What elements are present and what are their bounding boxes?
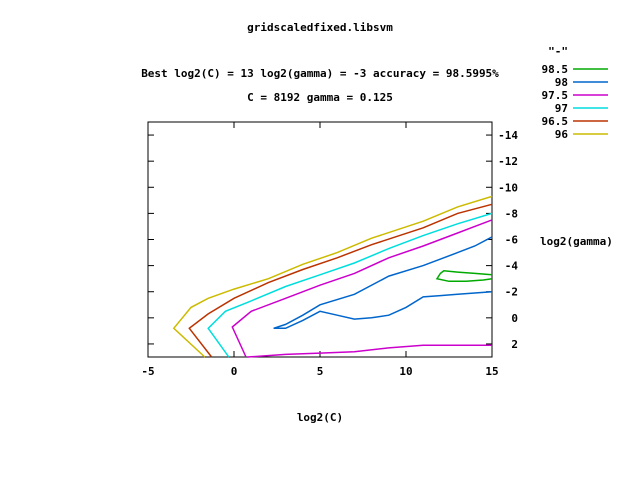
y-tick-label: 2 <box>511 338 518 351</box>
legend-label: 96 <box>555 128 569 141</box>
contour-line-96-5 <box>188 203 493 358</box>
y-tick-label: -14 <box>498 129 518 142</box>
x-tick-label: -5 <box>141 365 154 378</box>
chart-title: gridscaledfixed.libsvm <box>247 21 393 34</box>
contour-curves <box>172 195 493 358</box>
contour-line-98 <box>273 290 493 330</box>
y-tick-label: -6 <box>505 234 519 247</box>
chart-subtitle-best: Best log2(C) = 13 log2(gamma) = -3 accur… <box>141 67 499 80</box>
contour-line-96 <box>172 195 493 358</box>
x-tick-label: 10 <box>399 365 412 378</box>
y-tick-label: -8 <box>505 207 518 220</box>
contour-line-97 <box>207 212 493 358</box>
legend-title: "-" <box>548 45 568 58</box>
x-tick-label: 0 <box>231 365 238 378</box>
contour-line-97-5 <box>247 344 492 358</box>
legend-label: 97 <box>555 102 568 115</box>
y-tick-label: -12 <box>498 155 518 168</box>
legend-label: 98.5 <box>542 63 569 76</box>
y-tick-label: -2 <box>505 286 518 299</box>
plot-area: -5 0 5 10 15 -14 -12 -10 -8 -6 -4 -2 0 2 <box>141 121 519 378</box>
contour-line-97-5 <box>231 219 493 358</box>
contour-line-98-5 <box>457 271 493 276</box>
x-tick-label: 15 <box>485 365 498 378</box>
y-tick-label: -10 <box>498 181 518 194</box>
contour-line-98 <box>273 236 493 330</box>
legend-label: 98 <box>555 76 568 89</box>
y-tick-label: 0 <box>511 312 518 325</box>
y-axis-label: log2(gamma) <box>540 235 613 248</box>
y-tick-label: -4 <box>505 260 519 273</box>
legend-label: 96.5 <box>542 115 569 128</box>
x-axis-label: log2(C) <box>297 411 343 424</box>
contour-line-98-5 <box>435 270 493 283</box>
x-tick-label: 5 <box>317 365 324 378</box>
chart-subtitle-params: C = 8192 gamma = 0.125 <box>247 91 393 104</box>
legend-label: 97.5 <box>542 89 569 102</box>
